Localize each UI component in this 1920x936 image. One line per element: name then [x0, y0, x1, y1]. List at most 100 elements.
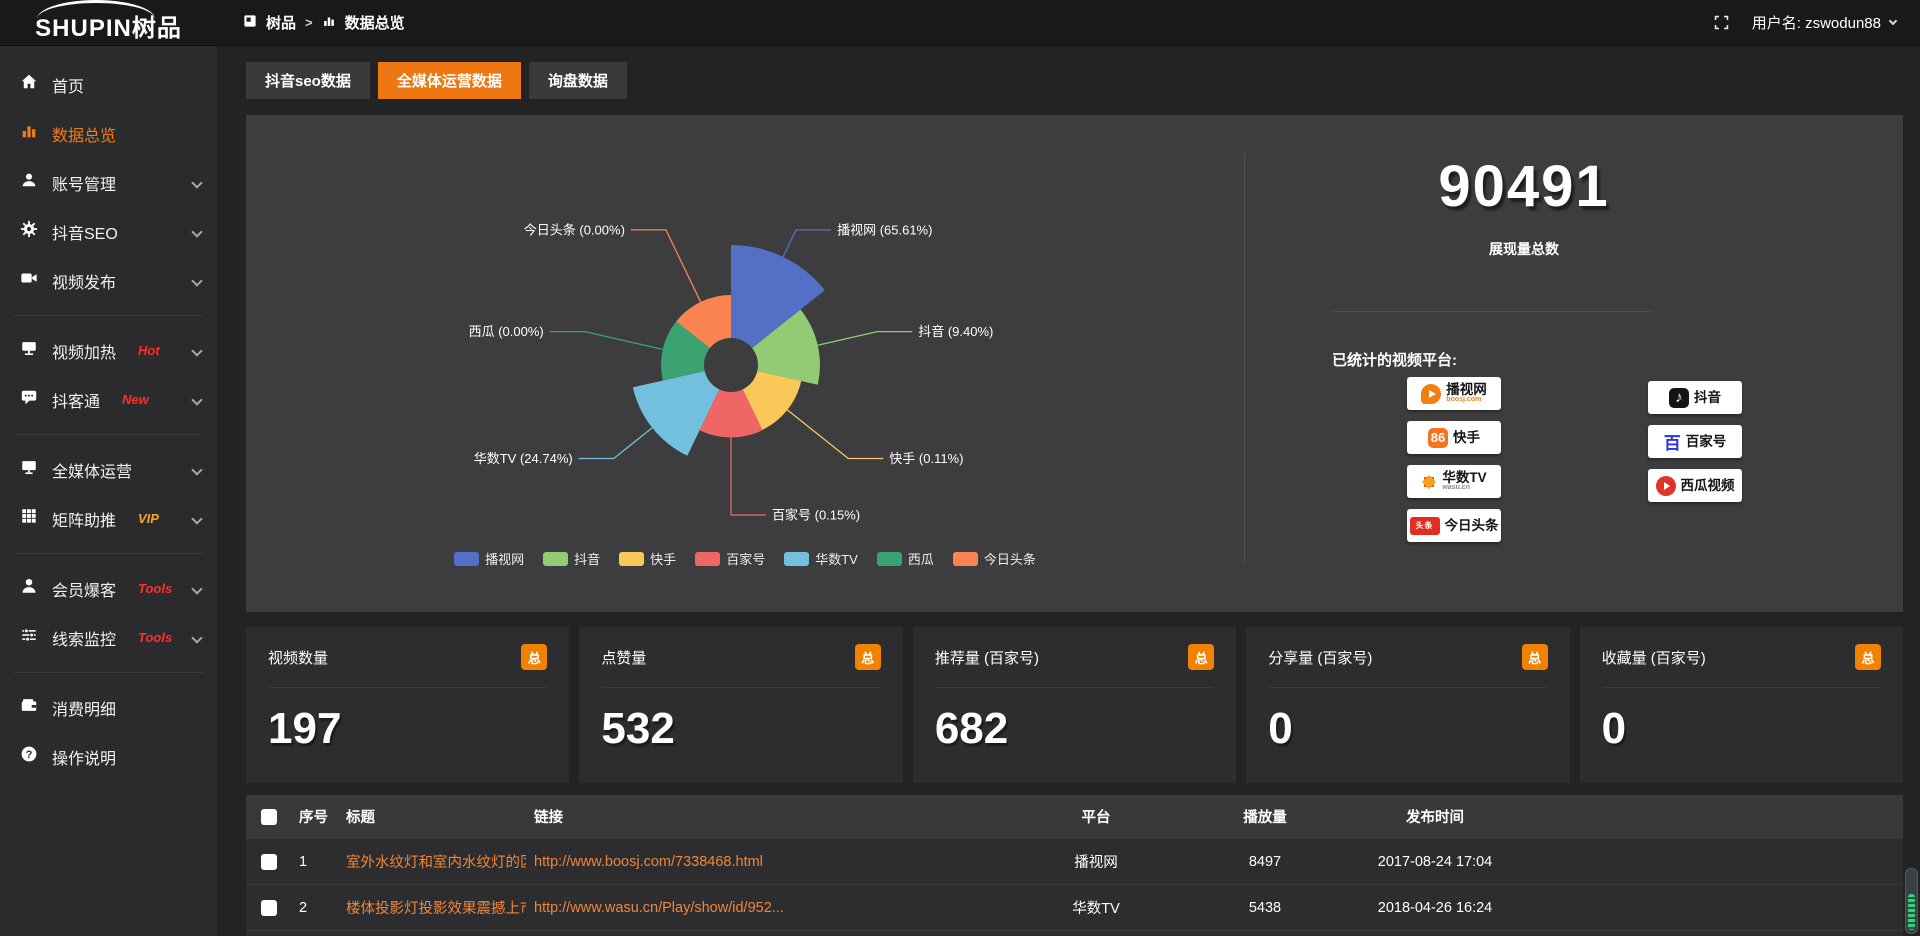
pie-label-line — [549, 330, 663, 351]
legend-swatch — [952, 551, 978, 566]
stat-card-value: 682 — [934, 704, 1009, 753]
row-title-link[interactable]: 室外水纹灯和室内水纹灯的区别和简介 — [346, 855, 526, 871]
chevron-down-icon — [191, 176, 203, 189]
pie-slice-今日头条[interactable] — [676, 295, 731, 349]
chevron-down-icon — [191, 631, 203, 644]
stat-card-收藏量 (百家号): 收藏量 (百家号) 总 0 — [1579, 627, 1904, 783]
app-logo-text: SHUPIN树品 — [35, 0, 182, 43]
fullscreen-icon[interactable] — [1713, 14, 1730, 31]
platform-logo-播视网: 播视网 boosj.com — [1407, 377, 1501, 410]
legend-item-华数TV[interactable]: 华数TV — [784, 549, 858, 568]
bars-icon — [323, 17, 334, 26]
tab-全媒体运营数据[interactable]: 全媒体运营数据 — [377, 62, 521, 99]
stat-card-header: 收藏量 (百家号) 总 — [1601, 627, 1882, 688]
sidebar-item-抖音SEO[interactable]: 抖音SEO — [0, 207, 217, 256]
platform-logos-left: 播视网 boosj.com 86 快手 华数TV wasu.cn 头条 今日头条 — [1407, 377, 1501, 542]
panel-divider — [1244, 153, 1245, 564]
pie-slice-快手[interactable] — [742, 371, 802, 430]
table-row: 2 楼体投影灯投影效果震撼上市 http://www.wasu.cn/Play/sh… — [246, 884, 1903, 930]
help-icon: ? — [20, 745, 38, 768]
legend-item-今日头条[interactable]: 今日头条 — [952, 549, 1036, 568]
app-logo: SHUPIN树品 — [0, 0, 217, 45]
summary-divider — [1332, 311, 1652, 312]
breadcrumb-root[interactable]: 树品 — [266, 15, 297, 32]
sidebar-item-矩阵助推[interactable]: 矩阵助推 VIP — [0, 494, 217, 543]
select-all-checkbox[interactable] — [260, 808, 277, 825]
legend-swatch — [876, 551, 902, 566]
douyin-logo-icon: ♪ — [1669, 387, 1689, 408]
bars-icon — [20, 122, 38, 145]
tab-询盘数据[interactable]: 询盘数据 — [528, 62, 627, 99]
legend-item-抖音[interactable]: 抖音 — [543, 549, 600, 568]
stat-card-label: 收藏量 (百家号) — [1601, 649, 1706, 667]
svg-text:?: ? — [26, 749, 33, 761]
pie-slice-抖音[interactable] — [752, 309, 820, 385]
pie-slice-百家号[interactable] — [699, 389, 763, 438]
sidebar-divider — [14, 434, 203, 435]
chevron-down-icon — [191, 225, 203, 238]
platform-logo-sub: boosj.com — [1446, 396, 1482, 403]
sidebar-item-label: 抖音SEO — [52, 225, 118, 243]
platform-logo-西瓜视频: 西瓜视频 — [1648, 469, 1742, 502]
legend-item-西瓜[interactable]: 西瓜 — [876, 549, 934, 568]
legend-label: 播视网 — [485, 552, 525, 567]
chevron-down-icon — [191, 582, 203, 595]
sidebar-item-会员爆客[interactable]: 会员爆客 Tools — [0, 564, 217, 613]
baijiahao-logo-icon: 百 — [1663, 434, 1681, 453]
row-platform: 播视网 — [1074, 855, 1118, 871]
legend-label: 今日头条 — [983, 552, 1036, 567]
sidebar-item-首页[interactable]: 首页 — [0, 60, 217, 109]
platform-logo-name: 播视网 boosj.com — [1446, 382, 1487, 403]
sidebar-divider — [14, 672, 203, 673]
sidebar-item-label: 抖客通 — [52, 393, 101, 411]
scrollbar-thumb[interactable] — [1905, 868, 1918, 934]
sidebar-item-操作说明[interactable]: ? 操作说明 — [0, 732, 217, 781]
pie-slice-西瓜[interactable] — [661, 321, 710, 381]
row-url-link[interactable]: http://www.wasu.cn/Play/show/id/952... — [534, 899, 784, 916]
breadcrumb-current[interactable]: 数据总览 — [344, 15, 405, 32]
sidebar: 首页 数据总览账号管理抖音SEO 视频发布视频加热 Hot 抖客通 New 全媒体运营 矩阵助… — [0, 46, 217, 936]
row-checkbox[interactable] — [260, 853, 277, 870]
pie-label-抖音: 抖音 (9.40%) — [918, 324, 993, 339]
stat-card-value: 0 — [1268, 704, 1293, 753]
legend-item-快手[interactable]: 快手 — [619, 549, 676, 568]
stat-card-label: 分享量 (百家号) — [1268, 649, 1373, 667]
sidebar-item-抖客通[interactable]: 抖客通 New — [0, 375, 217, 424]
row-checkbox[interactable] — [260, 899, 277, 916]
chevron-down-icon — [1888, 16, 1898, 26]
sidebar-item-数据总览[interactable]: 数据总览 — [0, 109, 217, 158]
legend-label: 西瓜 — [907, 552, 934, 567]
tab-抖音seo数据[interactable]: 抖音seo数据 — [246, 62, 370, 99]
stat-card-label: 视频数量 — [268, 649, 329, 667]
gear-icon — [20, 220, 38, 238]
screen-icon — [22, 461, 36, 475]
legend-item-播视网[interactable]: 播视网 — [454, 549, 524, 568]
table-header-row: 序号 标题 链接 平台 播放量 发布时间 — [246, 795, 1903, 838]
sidebar-item-线索监控[interactable]: 线索监控 Tools — [0, 613, 217, 662]
legend-item-百家号[interactable]: 百家号 — [695, 549, 765, 568]
gear-icon — [20, 220, 38, 243]
platform-logo-华数TV: 华数TV wasu.cn — [1407, 465, 1501, 498]
bars-icon — [22, 126, 36, 138]
pie-slice-华数TV[interactable] — [632, 371, 720, 456]
row-title-link[interactable]: 楼体投影灯投影效果震撼上市 — [346, 901, 526, 917]
row-url-link[interactable]: http://www.boosj.com/7338468.html — [534, 853, 763, 870]
screen-icon — [20, 458, 38, 481]
sidebar-item-消费明细[interactable]: 消费明细 — [0, 683, 217, 732]
sidebar-item-账号管理[interactable]: 账号管理 — [0, 158, 217, 207]
platform-logo-name: 西瓜视频 — [1680, 478, 1735, 493]
legend-swatch — [543, 551, 569, 566]
table-row: 1 室外水纹灯和室内水纹灯的区别和简介 http://www.boosj.com/7… — [246, 838, 1903, 884]
sidebar-item-视频发布[interactable]: 视频发布 — [0, 256, 217, 305]
sidebar-item-全媒体运营[interactable]: 全媒体运营 — [0, 445, 217, 494]
breadcrumb: 树品 > 数据总览 — [243, 12, 405, 33]
row-index: 1 — [299, 853, 308, 870]
pie-label-播视网: 播视网 (65.61%) — [837, 222, 932, 237]
stat-card-value: 0 — [1601, 704, 1627, 753]
pie-slice-播视网[interactable] — [731, 245, 825, 349]
sidebar-item-视频加热[interactable]: 视频加热 Hot — [0, 326, 217, 375]
breadcrumb-root-icon — [243, 14, 257, 32]
platform-logo-name: 今日头条 — [1444, 518, 1499, 533]
sidebar-item-label: 账号管理 — [52, 176, 117, 194]
user-menu[interactable]: 用户名: zswodun88 — [1752, 12, 1898, 33]
